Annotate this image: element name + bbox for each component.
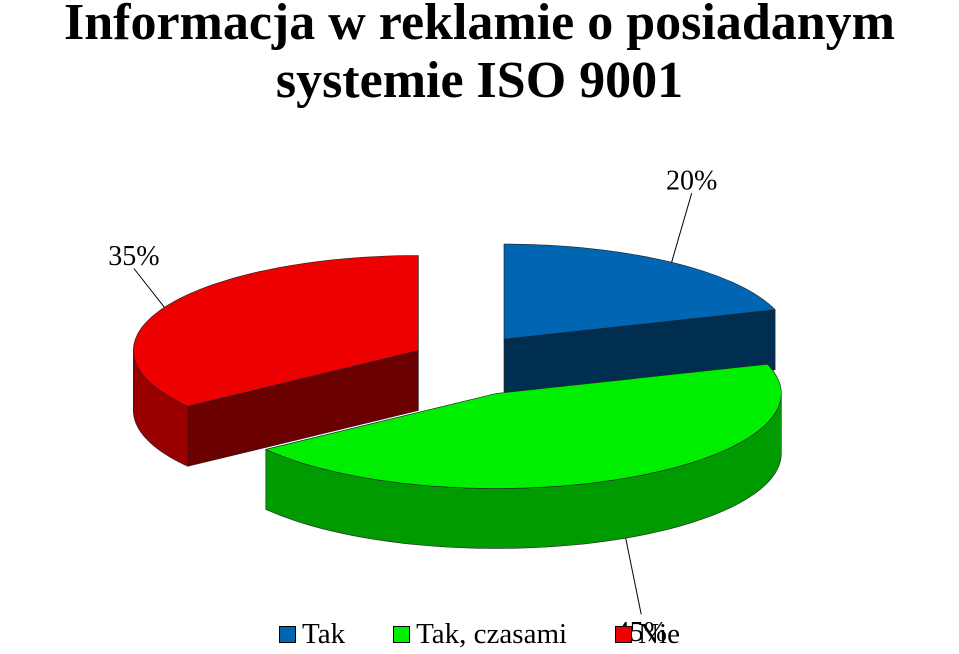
chart-title: Informacja w reklamie o posiadanym syste… bbox=[63, 0, 895, 109]
legend-item: Tak, czasami bbox=[393, 618, 567, 651]
legend-item: Nie bbox=[615, 618, 680, 651]
legend-swatch bbox=[393, 626, 411, 643]
legend-item: Tak bbox=[279, 618, 345, 651]
data-label: 35% bbox=[108, 241, 159, 272]
leader-line bbox=[133, 268, 165, 308]
legend-swatch bbox=[615, 626, 633, 643]
legend: Tak Tak, czasami Nie bbox=[0, 618, 959, 651]
leader-line bbox=[625, 538, 642, 615]
legend-swatch bbox=[279, 626, 297, 643]
legend-label: Tak, czasami bbox=[416, 618, 568, 650]
legend-label: Tak bbox=[302, 618, 346, 650]
legend-label: Nie bbox=[638, 618, 680, 650]
leader-line bbox=[671, 192, 693, 263]
data-label: 20% bbox=[666, 166, 717, 197]
slice bbox=[264, 363, 782, 489]
